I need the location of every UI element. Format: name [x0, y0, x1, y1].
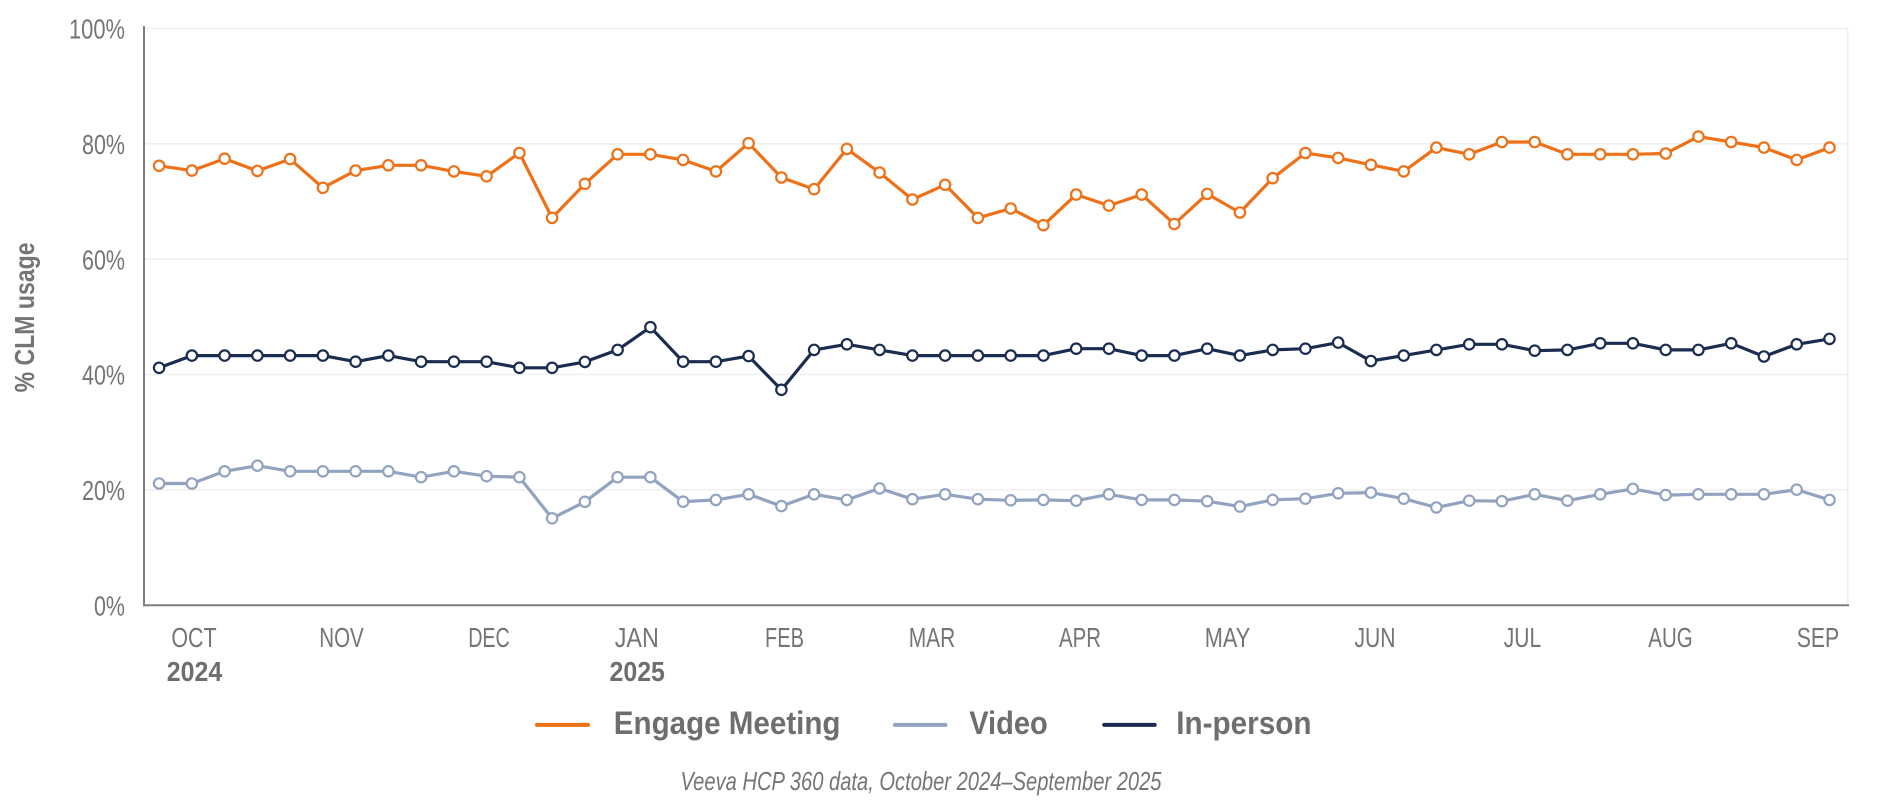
svg-text:OCT: OCT: [171, 622, 216, 653]
svg-text:FEB: FEB: [765, 622, 804, 653]
svg-text:40%: 40%: [82, 360, 125, 391]
svg-text:DEC: DEC: [468, 622, 510, 653]
svg-text:NOV: NOV: [319, 622, 364, 653]
svg-text:Veeva HCP 360 data, October 20: Veeva HCP 360 data, October 2024–Septemb…: [681, 766, 1162, 796]
svg-text:JAN: JAN: [615, 622, 659, 653]
svg-text:60%: 60%: [82, 244, 125, 275]
svg-text:% CLM usage: % CLM usage: [9, 242, 40, 392]
svg-text:100%: 100%: [69, 14, 125, 45]
svg-text:0%: 0%: [94, 591, 125, 622]
svg-text:2024: 2024: [167, 656, 223, 687]
svg-text:80%: 80%: [82, 129, 125, 160]
svg-text:In-person: In-person: [1176, 705, 1311, 741]
svg-text:APR: APR: [1059, 622, 1101, 653]
svg-text:MAR: MAR: [909, 622, 956, 653]
svg-text:Video: Video: [969, 705, 1047, 741]
svg-text:JUL: JUL: [1504, 622, 1541, 653]
svg-text:SEP: SEP: [1797, 622, 1839, 653]
svg-text:AUG: AUG: [1648, 622, 1692, 653]
svg-text:2025: 2025: [610, 656, 665, 687]
svg-text:MAY: MAY: [1205, 622, 1251, 653]
svg-text:Engage Meeting: Engage Meeting: [614, 705, 841, 741]
svg-text:JUN: JUN: [1354, 622, 1395, 653]
svg-text:20%: 20%: [82, 475, 125, 506]
